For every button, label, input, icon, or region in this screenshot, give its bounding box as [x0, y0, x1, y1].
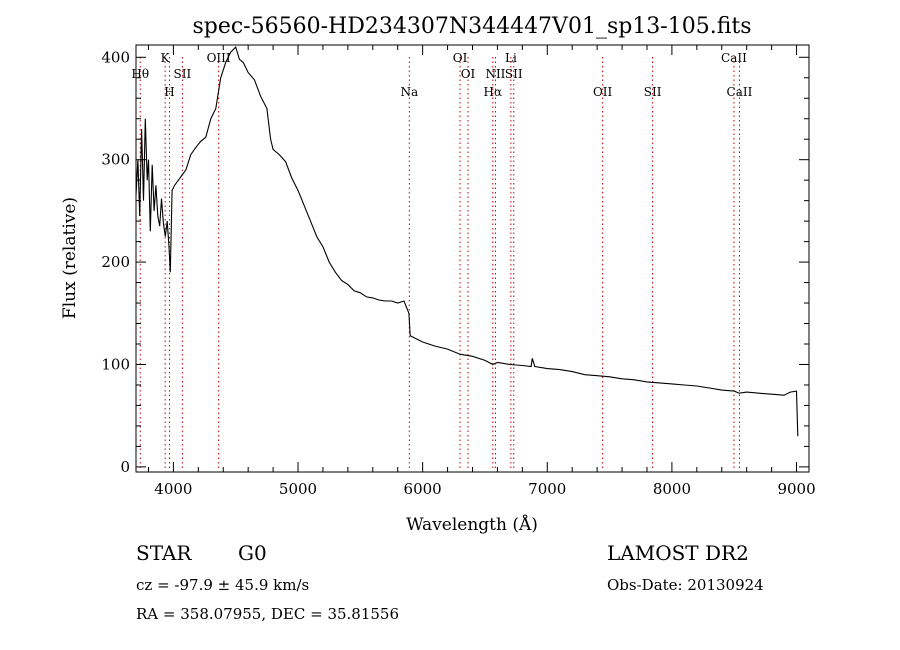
x-tick-label: 5000: [279, 480, 317, 498]
line-marker-label: NII: [485, 67, 505, 81]
x-tick-label: 6000: [404, 480, 442, 498]
obs-date: Obs-Date: 20130924: [607, 576, 764, 594]
line-marker-label: OI: [461, 67, 476, 81]
redshift-readout: cz = -97.9 ± 45.9 km/s: [136, 576, 310, 594]
x-axis-label: Wavelength (Å): [406, 514, 538, 535]
x-tick-label: 9000: [777, 480, 815, 498]
object-subclass: G0: [238, 541, 267, 565]
y-tick-label: 100: [101, 355, 130, 373]
line-marker-label: Hα: [484, 85, 503, 99]
line-marker-label: Li: [505, 51, 517, 65]
line-marker-label: K: [161, 51, 171, 65]
y-tick-label: 0: [120, 458, 130, 476]
line-marker-label: SII: [505, 67, 523, 81]
line-marker-label: OI: [453, 51, 468, 65]
line-marker-label: Hθ: [131, 67, 149, 81]
survey-name: LAMOST DR2: [607, 541, 749, 565]
y-tick-label: 300: [101, 151, 130, 169]
line-marker-label: CaII: [721, 51, 747, 65]
line-marker-label: OII: [593, 85, 613, 99]
x-tick-label: 7000: [528, 480, 566, 498]
line-marker-label: OIII: [207, 51, 231, 65]
y-tick-label: 200: [101, 253, 130, 271]
line-marker-label: H: [164, 85, 174, 99]
coordinates-readout: RA = 358.07955, DEC = 35.81556: [136, 605, 400, 623]
object-class: STAR: [136, 541, 192, 565]
plot-frame: [135, 44, 810, 473]
line-marker-label: SII: [644, 85, 662, 99]
spectrum-line: [135, 45, 799, 437]
line-marker-label: Na: [400, 85, 418, 99]
line-marker-label: SII: [174, 67, 192, 81]
chart-title: spec-56560-HD234307N344447V01_sp13-105.f…: [192, 14, 751, 39]
x-tick-label: 4000: [154, 480, 192, 498]
x-tick-label: 8000: [653, 480, 691, 498]
line-marker-label: CaII: [727, 85, 753, 99]
axis-ticks: 4000 5000 6000 7000 8000 9000 0 100 200 300 400: [101, 45, 816, 498]
y-tick-label: 400: [101, 48, 130, 66]
y-axis-label: Flux (relative): [60, 197, 80, 319]
